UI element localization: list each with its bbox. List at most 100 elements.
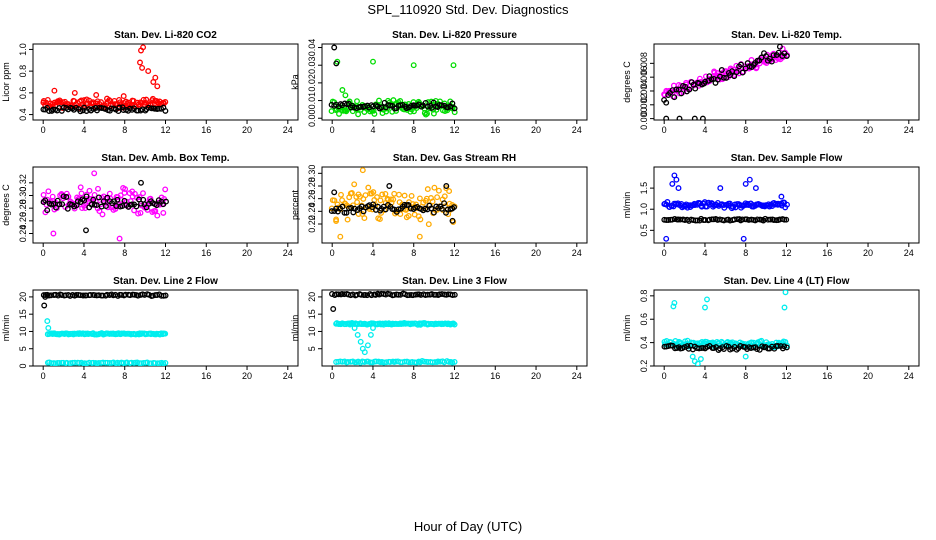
y-tick-label: 0.5 <box>639 224 649 237</box>
scatter-points <box>40 44 169 115</box>
data-point <box>430 110 437 117</box>
y-tick-label: 10 <box>307 326 317 336</box>
data-point <box>44 96 51 103</box>
data-point <box>330 306 337 312</box>
data-point <box>140 359 147 366</box>
data-point <box>106 360 113 366</box>
data-point <box>40 191 47 198</box>
data-point <box>120 360 127 366</box>
data-point <box>441 193 448 200</box>
data-point <box>416 195 423 202</box>
y-tick-label: 0.000 <box>639 107 649 130</box>
data-point <box>60 359 67 366</box>
data-point <box>370 189 377 196</box>
data-point <box>670 303 677 310</box>
panel-7: Stan. Dev. Line 2 Flow ml/min 0 4 8 12 16 20 24 0… <box>1 276 299 381</box>
data-point <box>374 194 380 201</box>
data-point <box>441 200 448 207</box>
data-point <box>432 291 439 298</box>
data-point <box>451 321 458 328</box>
x-tick-label: 12 <box>781 125 791 135</box>
y-tick-label: 0.26 <box>307 190 317 208</box>
data-point <box>41 302 48 309</box>
data-point <box>746 176 753 183</box>
data-point <box>63 194 70 200</box>
x-tick-label: 24 <box>283 371 293 381</box>
data-point <box>137 209 144 216</box>
data-point <box>449 100 456 107</box>
data-point <box>361 359 368 365</box>
data-point <box>434 194 441 201</box>
data-point <box>351 325 358 331</box>
data-point <box>429 198 436 205</box>
x-tick-label: 16 <box>490 125 500 135</box>
x-tick-label: 0 <box>330 371 335 381</box>
data-point <box>42 197 49 204</box>
data-point <box>342 92 349 99</box>
data-point <box>768 58 775 65</box>
data-point <box>86 187 93 194</box>
data-point <box>401 192 408 199</box>
data-point <box>430 99 437 106</box>
panel-8: Stan. Dev. Line 3 Flow ml/min 0 4 8 12 16 20 24 5… <box>290 276 588 381</box>
plot-frame <box>32 289 299 367</box>
y-axis-label: ml/min <box>290 315 300 342</box>
data-point <box>702 304 708 311</box>
panel-9: Stan. Dev. Line 4 (LT) Flow ml/min 0 4 8 12 16… <box>622 276 920 381</box>
y-tick-label: 0.28 <box>18 199 28 217</box>
x-tick-label: 24 <box>283 125 293 135</box>
data-point <box>77 184 84 191</box>
data-point <box>44 318 51 325</box>
data-point <box>376 97 382 104</box>
data-point <box>344 216 351 223</box>
x-tick-label: 8 <box>411 371 416 381</box>
x-tick-label: 24 <box>572 125 582 135</box>
data-point <box>339 203 346 210</box>
data-point <box>128 359 135 366</box>
data-point <box>91 170 98 177</box>
data-point <box>782 290 789 296</box>
panel-title: Stan. Dev. Amb. Box Temp. <box>101 153 229 164</box>
x-tick-label: 8 <box>411 125 416 135</box>
data-point <box>56 201 63 208</box>
data-point <box>361 215 368 222</box>
data-point <box>351 181 358 188</box>
y-tick-label: 0.2 <box>639 360 649 373</box>
x-tick-label: 20 <box>863 371 873 381</box>
y-tick-label: 0.28 <box>307 177 317 195</box>
x-tick-label: 24 <box>904 371 914 381</box>
x-tick-label: 4 <box>81 371 86 381</box>
data-point <box>673 86 680 93</box>
data-point <box>767 216 774 223</box>
data-point <box>354 199 361 206</box>
data-point <box>370 325 376 331</box>
data-point <box>663 115 670 120</box>
x-tick-label: 8 <box>411 248 416 258</box>
data-point <box>64 205 71 212</box>
x-tick-label: 12 <box>449 125 459 135</box>
data-point <box>162 330 169 337</box>
data-point <box>364 342 371 349</box>
y-tick-label: 10 <box>18 326 28 336</box>
data-point <box>720 74 727 81</box>
data-point <box>331 197 338 204</box>
panel-title: Stan. Dev. Line 3 Flow <box>402 276 507 287</box>
data-point <box>758 337 765 344</box>
data-point <box>783 216 790 223</box>
data-point <box>160 209 167 216</box>
data-point <box>154 83 161 90</box>
x-tick-label: 20 <box>863 248 873 258</box>
data-point <box>748 216 755 223</box>
y-tick-label: 0.22 <box>307 215 317 233</box>
data-point <box>408 102 415 109</box>
data-point <box>370 201 377 208</box>
data-point <box>417 216 424 223</box>
data-point <box>107 195 114 202</box>
panel-title: Stan. Dev. Li-820 Pressure <box>392 30 517 41</box>
y-tick-label: 0.6 <box>639 313 649 326</box>
data-point <box>115 108 122 115</box>
y-axis-label: ml/min <box>622 192 632 219</box>
x-tick-label: 16 <box>490 248 500 258</box>
x-tick-label: 0 <box>662 371 667 381</box>
x-tick-label: 16 <box>201 371 211 381</box>
